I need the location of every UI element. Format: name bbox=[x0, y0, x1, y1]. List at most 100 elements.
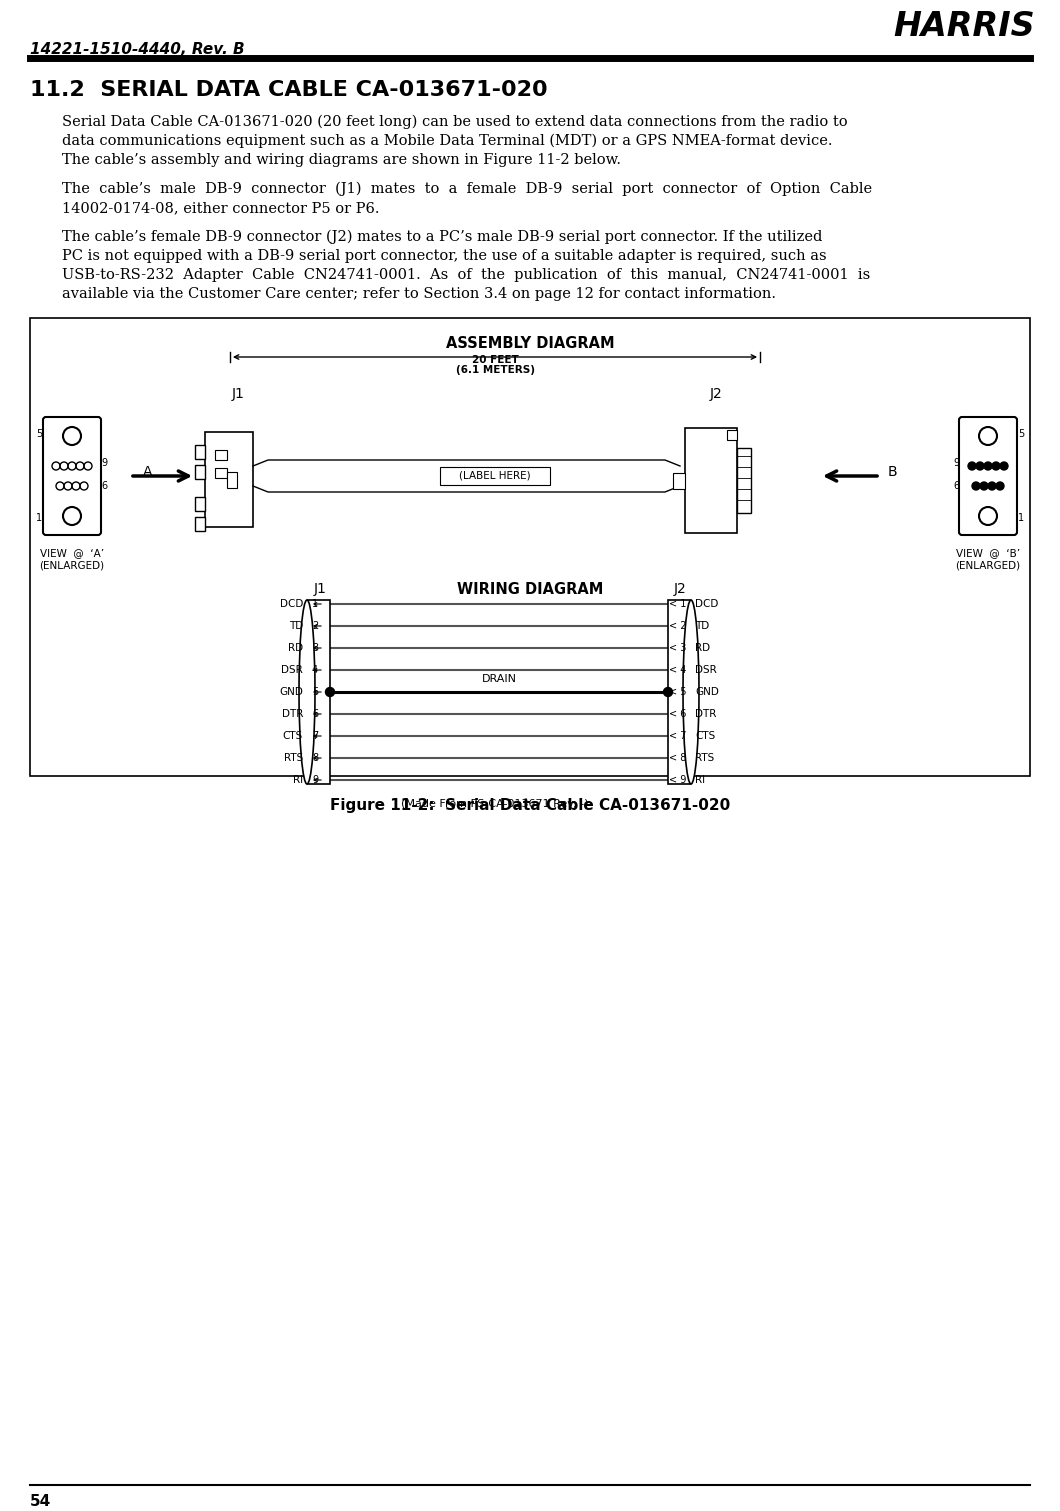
Text: 14221-1510-4440, Rev. B: 14221-1510-4440, Rev. B bbox=[30, 42, 245, 57]
Text: < 1: < 1 bbox=[669, 598, 687, 609]
Text: PC is not equipped with a DB-9 serial port connector, the use of a suitable adap: PC is not equipped with a DB-9 serial po… bbox=[61, 249, 827, 263]
Text: TD: TD bbox=[288, 621, 303, 632]
Text: < 3: < 3 bbox=[669, 644, 687, 653]
Text: DCD: DCD bbox=[280, 598, 303, 609]
Text: (ENLARGED): (ENLARGED) bbox=[39, 561, 105, 570]
Bar bbox=[215, 450, 227, 459]
Bar bbox=[195, 446, 205, 459]
Bar bbox=[308, 600, 330, 784]
Text: VIEW  @  ‘B’: VIEW @ ‘B’ bbox=[956, 548, 1020, 558]
Text: 14002-0174-08, either connector P5 or P6.: 14002-0174-08, either connector P5 or P6… bbox=[61, 201, 379, 215]
Text: < 7: < 7 bbox=[669, 731, 687, 740]
Text: 1: 1 bbox=[312, 598, 318, 609]
Circle shape bbox=[992, 462, 1000, 470]
Text: DSR: DSR bbox=[281, 665, 303, 675]
Text: RD: RD bbox=[288, 644, 303, 653]
Text: available via the Customer Care center; refer to Section 3.4 on page 12 for cont: available via the Customer Care center; … bbox=[61, 287, 776, 301]
Text: 4: 4 bbox=[312, 665, 318, 675]
Bar bbox=[195, 465, 205, 479]
Bar bbox=[685, 428, 737, 533]
Circle shape bbox=[968, 462, 976, 470]
Text: Serial Data Cable CA-013671-020 (20 feet long) can be used to extend data connec: Serial Data Cable CA-013671-020 (20 feet… bbox=[61, 115, 848, 130]
Text: 54: 54 bbox=[30, 1494, 51, 1509]
Text: < 2: < 2 bbox=[669, 621, 687, 632]
Circle shape bbox=[984, 462, 992, 470]
Text: < 6: < 6 bbox=[669, 709, 687, 719]
Text: (LABEL HERE): (LABEL HERE) bbox=[459, 471, 531, 480]
Circle shape bbox=[325, 688, 335, 697]
Text: WIRING DIAGRAM: WIRING DIAGRAM bbox=[457, 582, 603, 597]
Text: DSR: DSR bbox=[695, 665, 717, 675]
Text: J2: J2 bbox=[673, 582, 687, 595]
Ellipse shape bbox=[299, 600, 315, 784]
Text: J1: J1 bbox=[232, 387, 245, 400]
Text: RTS: RTS bbox=[284, 752, 303, 763]
Text: 1: 1 bbox=[36, 514, 42, 523]
Text: DCD: DCD bbox=[695, 598, 719, 609]
Text: 2: 2 bbox=[312, 621, 318, 632]
FancyBboxPatch shape bbox=[43, 417, 101, 535]
Bar bbox=[727, 431, 737, 440]
Text: GND: GND bbox=[279, 688, 303, 697]
Text: HARRIS: HARRIS bbox=[894, 11, 1035, 42]
Text: 5: 5 bbox=[1018, 429, 1024, 440]
Text: 5: 5 bbox=[312, 688, 318, 697]
Text: 8: 8 bbox=[312, 752, 318, 763]
Text: < 5: < 5 bbox=[669, 688, 687, 697]
Text: RI: RI bbox=[695, 775, 705, 786]
Text: 6: 6 bbox=[101, 480, 107, 491]
Text: 6: 6 bbox=[953, 480, 959, 491]
Text: DTR: DTR bbox=[282, 709, 303, 719]
Bar bbox=[227, 471, 237, 488]
Text: B: B bbox=[887, 465, 897, 479]
Ellipse shape bbox=[683, 600, 699, 784]
Text: The cable’s female DB-9 connector (J2) mates to a PC’s male DB-9 serial port con: The cable’s female DB-9 connector (J2) m… bbox=[61, 230, 823, 245]
Text: USB-to-RS-232  Adapter  Cable  CN24741-0001.  As  of  the  publication  of  this: USB-to-RS-232 Adapter Cable CN24741-0001… bbox=[61, 267, 870, 283]
Text: data communications equipment such as a Mobile Data Terminal (MDT) or a GPS NMEA: data communications equipment such as a … bbox=[61, 134, 832, 148]
Circle shape bbox=[988, 482, 996, 490]
Bar bbox=[30, 317, 1030, 777]
Circle shape bbox=[664, 688, 672, 697]
Circle shape bbox=[976, 462, 984, 470]
Text: 9: 9 bbox=[312, 775, 318, 786]
Text: The  cable’s  male  DB-9  connector  (J1)  mates  to  a  female  DB-9  serial  p: The cable’s male DB-9 connector (J1) mat… bbox=[61, 181, 872, 196]
Bar bbox=[195, 517, 205, 530]
Text: Figure 11-2:  Serial Data Cable CA-013671-020: Figure 11-2: Serial Data Cable CA-013671… bbox=[330, 798, 730, 813]
Bar bbox=[737, 447, 750, 514]
Bar bbox=[668, 600, 690, 784]
Text: RTS: RTS bbox=[695, 752, 714, 763]
Text: A: A bbox=[143, 465, 153, 479]
FancyBboxPatch shape bbox=[959, 417, 1017, 535]
Circle shape bbox=[972, 482, 981, 490]
Text: 11.2  SERIAL DATA CABLE CA-013671-020: 11.2 SERIAL DATA CABLE CA-013671-020 bbox=[30, 80, 548, 100]
Text: (ENLARGED): (ENLARGED) bbox=[955, 561, 1021, 570]
Text: TD: TD bbox=[695, 621, 709, 632]
Text: 3: 3 bbox=[312, 644, 318, 653]
Text: 7: 7 bbox=[312, 731, 318, 740]
Text: (6.1 METERS): (6.1 METERS) bbox=[456, 366, 534, 375]
Text: GND: GND bbox=[695, 688, 719, 697]
Text: 9: 9 bbox=[953, 458, 959, 468]
Bar bbox=[205, 432, 253, 527]
Bar bbox=[440, 467, 550, 485]
Text: RI: RI bbox=[293, 775, 303, 786]
Text: ASSEMBLY DIAGRAM: ASSEMBLY DIAGRAM bbox=[445, 335, 615, 351]
Text: (Made From PS-CA-013671 Rev. -): (Made From PS-CA-013671 Rev. -) bbox=[402, 798, 588, 808]
Text: CTS: CTS bbox=[283, 731, 303, 740]
Text: CTS: CTS bbox=[695, 731, 716, 740]
Text: VIEW  @  ‘A’: VIEW @ ‘A’ bbox=[40, 548, 104, 558]
Text: < 8: < 8 bbox=[669, 752, 687, 763]
Bar bbox=[195, 497, 205, 511]
Text: J1: J1 bbox=[314, 582, 326, 595]
Text: 6: 6 bbox=[312, 709, 318, 719]
Text: 5: 5 bbox=[36, 429, 42, 440]
Text: 1: 1 bbox=[1018, 514, 1024, 523]
Text: The cable’s assembly and wiring diagrams are shown in Figure 11-2 below.: The cable’s assembly and wiring diagrams… bbox=[61, 153, 621, 168]
Text: 9: 9 bbox=[101, 458, 107, 468]
Text: RD: RD bbox=[695, 644, 710, 653]
Circle shape bbox=[980, 482, 988, 490]
Text: DTR: DTR bbox=[695, 709, 717, 719]
Text: J2: J2 bbox=[710, 387, 723, 400]
Bar bbox=[215, 468, 227, 477]
Text: 20 FEET: 20 FEET bbox=[472, 355, 518, 366]
